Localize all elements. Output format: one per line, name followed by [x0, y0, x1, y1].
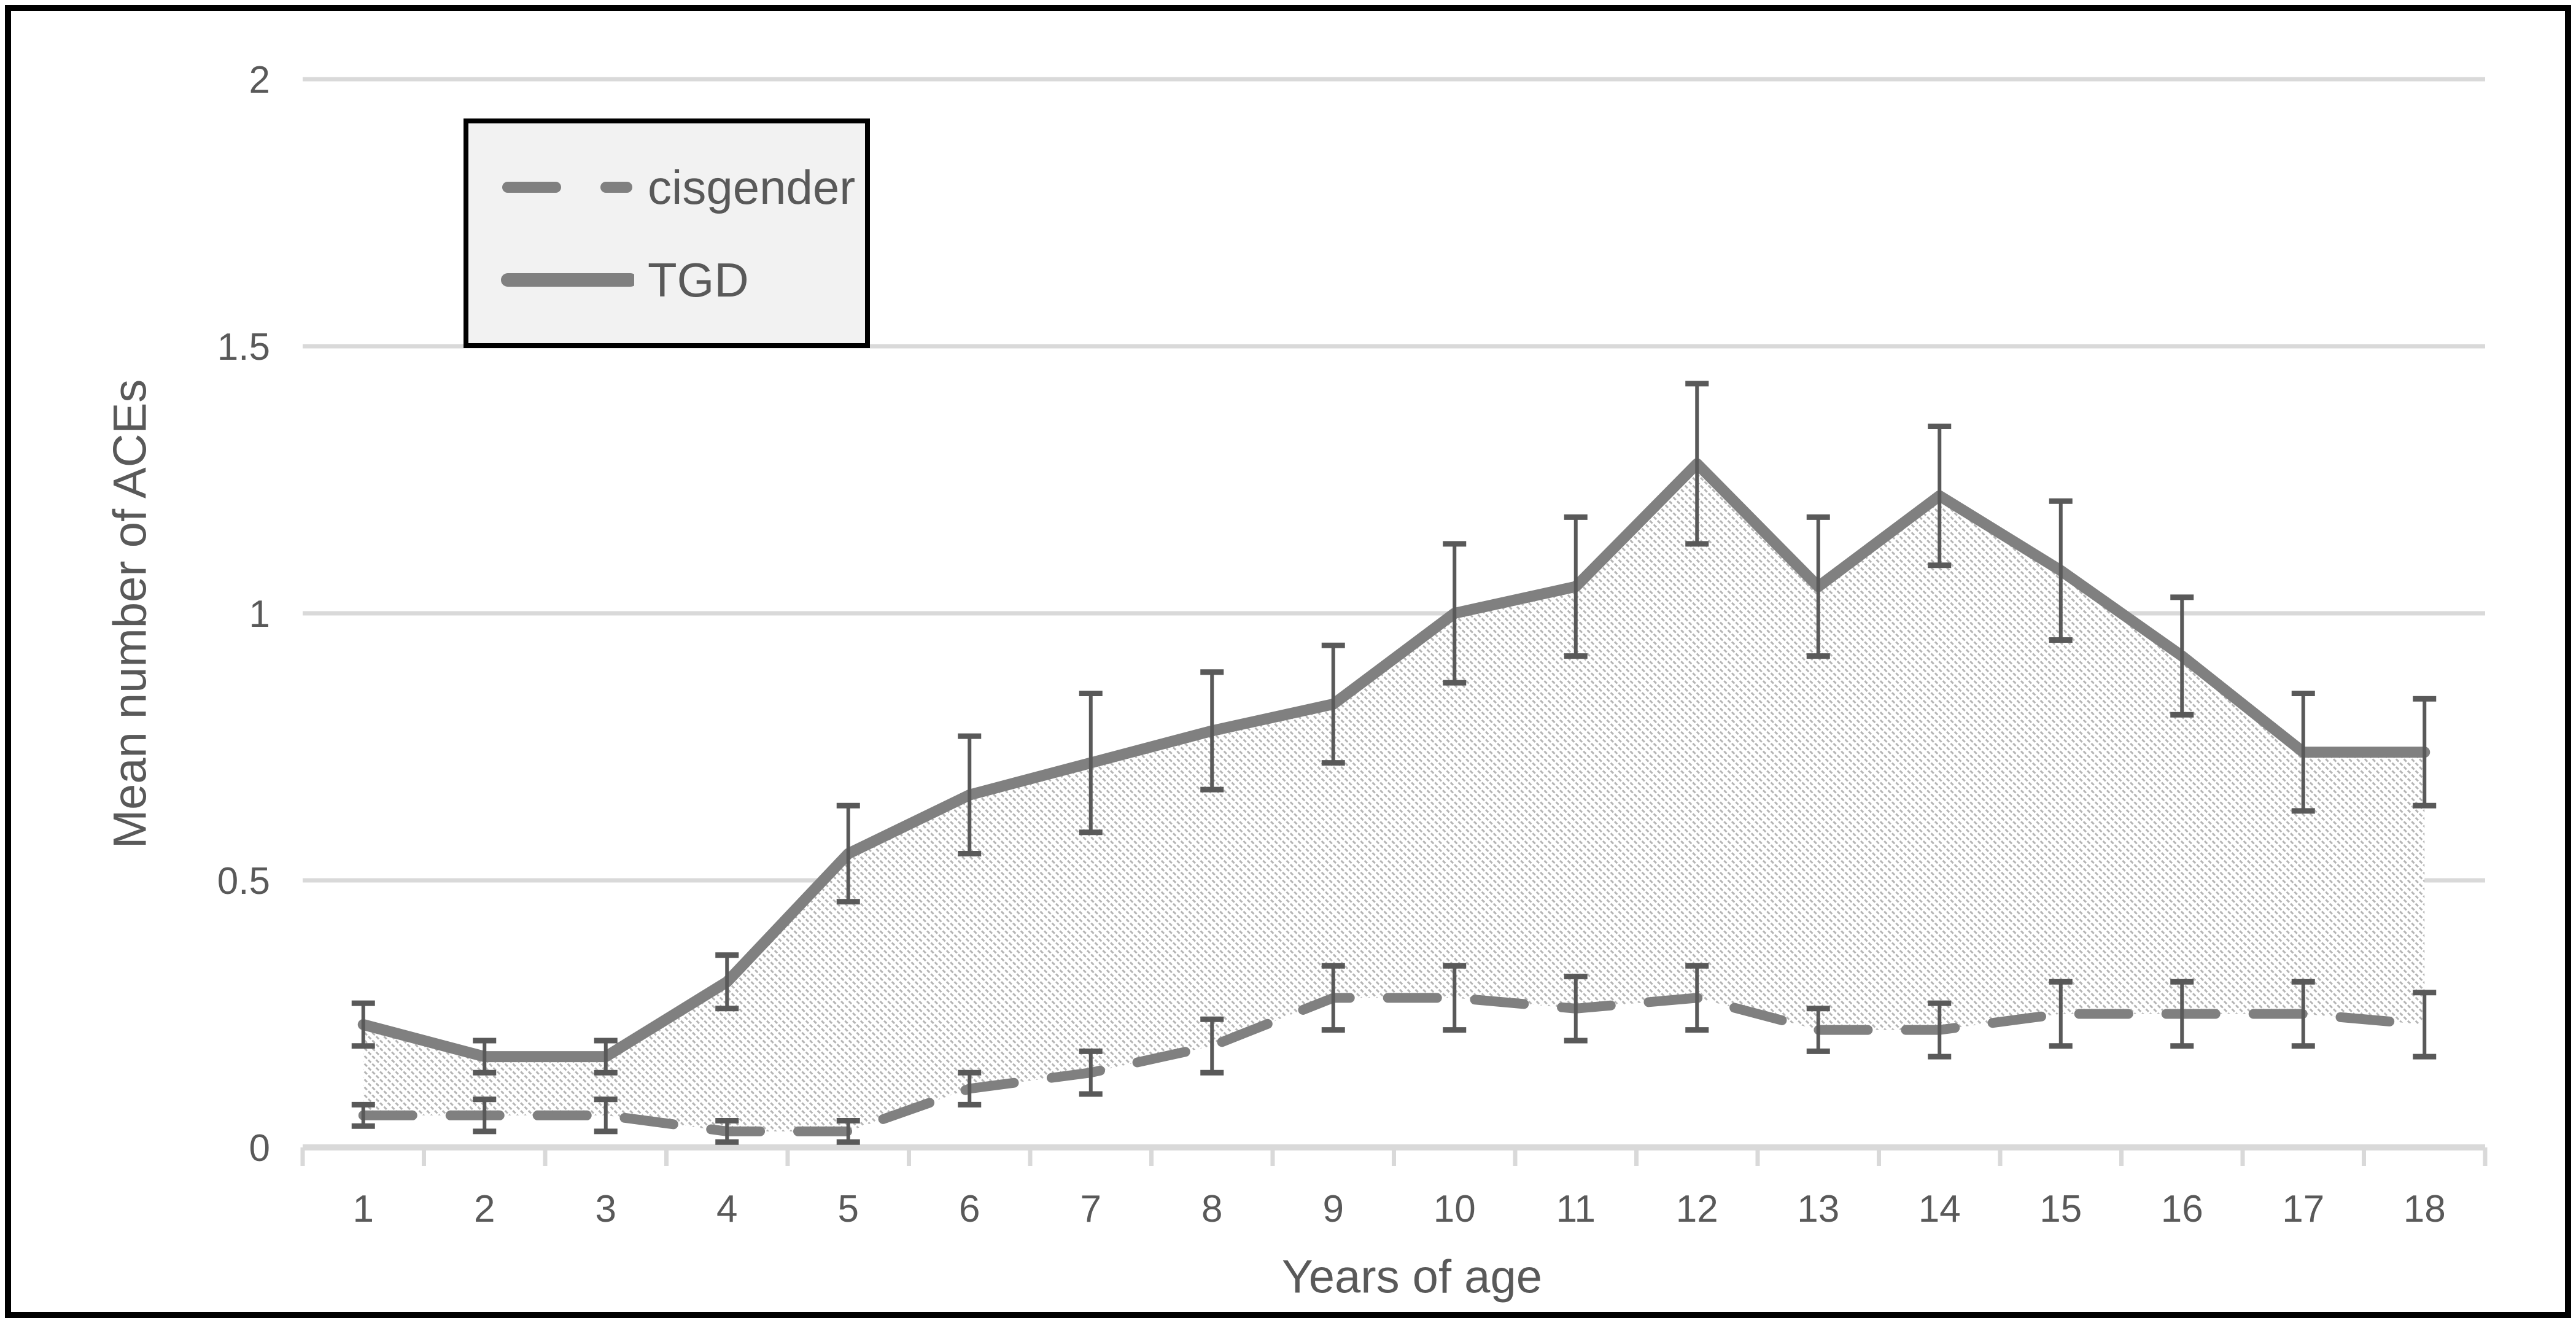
cisgender-error-bar [2049, 979, 2073, 1049]
tgd-error-bar [1928, 424, 1952, 568]
tgd-error-bar [836, 802, 860, 905]
tgd-error-bar [1443, 541, 1467, 686]
x-tick-label: 2 [474, 1188, 495, 1230]
cisgender-error-bar [1806, 1006, 1830, 1054]
cisgender-error-bar [1443, 963, 1467, 1033]
x-tick-label: 13 [1797, 1188, 1839, 1230]
cisgender-error-bar [473, 1096, 497, 1135]
y-tick-label: 1 [249, 593, 270, 635]
x-tick-labels: 1 2 3 4 5 6 7 8 9 10 11 12 13 14 15 16 17 18 [353, 1188, 2446, 1230]
tgd-line [357, 458, 2431, 1063]
cisgender-error-bar [1200, 1016, 1224, 1076]
tgd-error-bar [1685, 381, 1709, 547]
tgd-error-bar [958, 733, 982, 856]
tgd-error-bar [2049, 498, 2073, 643]
x-tick-label: 4 [716, 1188, 737, 1230]
x-tick-label: 3 [596, 1188, 616, 1230]
tgd-error-bar [1321, 642, 1345, 766]
x-tick-label: 10 [1433, 1188, 1476, 1230]
y-axis-title: Mean number of ACEs [104, 379, 157, 849]
tgd-error-bar [1079, 691, 1103, 836]
x-tick-label: 8 [1201, 1188, 1222, 1230]
cisgender-error-bar [2291, 979, 2315, 1049]
tgd-error-bar [351, 1000, 375, 1049]
tgd-error-bar [2170, 594, 2194, 718]
x-tick-label: 14 [1918, 1188, 1961, 1230]
y-tick-label: 2 [249, 59, 270, 101]
chart-legend: cisgender TGD [464, 118, 870, 348]
x-tick-label: 6 [959, 1188, 980, 1230]
tgd-error-bar [473, 1038, 497, 1076]
cisgender-error-bar [1564, 974, 1588, 1044]
tgd-error-bar [2291, 691, 2315, 814]
cisgender-error-bar [1079, 1048, 1103, 1097]
legend-label-cisgender: cisgender [648, 160, 856, 214]
x-tick-label: 1 [353, 1188, 374, 1230]
cisgender-error-bar [2413, 990, 2437, 1060]
solid-line-swatch [501, 273, 634, 287]
tgd-error-bar [1200, 669, 1224, 793]
tgd-error-bar [2413, 696, 2437, 809]
dashed-line-swatch [502, 181, 632, 193]
y-tick-labels: 0 0.5 1 1.5 2 [217, 59, 270, 1170]
legend-item-tgd: TGD [500, 256, 865, 304]
x-tick-label: 17 [2282, 1188, 2324, 1230]
cisgender-line [358, 993, 2430, 1136]
cisgender-error-bar [958, 1069, 982, 1108]
x-tick-label: 16 [2161, 1188, 2203, 1230]
tgd-error-bar [1564, 514, 1588, 659]
x-tick-label: 5 [838, 1188, 859, 1230]
y-tick-label: 1.5 [217, 326, 270, 368]
cisgender-error-bar [594, 1096, 618, 1135]
x-tick-label: 7 [1080, 1188, 1101, 1230]
cisgender-error-bar [1928, 1000, 1952, 1060]
cisgender-error-bar [1685, 963, 1709, 1033]
cisgender-error-bar [836, 1118, 860, 1145]
legend-item-cisgender: cisgender [500, 163, 865, 211]
cisgender-error-bar [351, 1101, 375, 1129]
tgd-error-bar [1806, 514, 1830, 659]
error-bars [351, 381, 2437, 1145]
x-tick-label: 12 [1676, 1188, 1718, 1230]
y-tick-label: 0.5 [217, 860, 270, 902]
cisgender-error-bar [2170, 979, 2194, 1049]
x-axis [300, 1144, 2488, 1166]
tgd-error-bar [715, 952, 739, 1012]
tgd-error-bar [594, 1038, 618, 1076]
legend-label-tgd: TGD [648, 252, 749, 307]
y-tick-label: 0 [249, 1127, 270, 1170]
gap-area-hatch [363, 464, 2425, 1131]
cisgender-error-bar [1321, 963, 1345, 1033]
tgd-cisgender-gap-area [363, 464, 2425, 1131]
x-tick-label: 15 [2039, 1188, 2082, 1230]
x-axis-title: Years of age [1282, 1251, 1542, 1303]
x-tick-label: 18 [2403, 1188, 2446, 1230]
series-lines [357, 458, 2431, 1136]
x-tick-label: 11 [1556, 1188, 1596, 1230]
x-tick-label: 9 [1323, 1188, 1344, 1230]
cisgender-error-bar [715, 1118, 739, 1145]
